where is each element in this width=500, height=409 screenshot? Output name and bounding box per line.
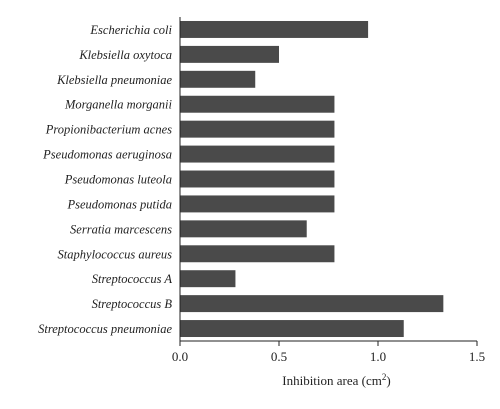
- x-ticks-group: 0.0 0.5 1.0 1.5: [172, 341, 485, 364]
- x-axis-label-main: Inhibition area (cm: [282, 373, 382, 388]
- category-label-10: Streptococcus A: [92, 272, 173, 286]
- x-axis-label-close: ): [386, 373, 390, 388]
- bar-1: [180, 45, 279, 63]
- category-label-5: Pseudomonas aeruginosa: [42, 148, 172, 162]
- category-label-6: Pseudomonas luteola: [64, 173, 172, 187]
- category-label-11: Streptococcus B: [92, 297, 173, 311]
- category-label-1: Klebsiella oxytoca: [78, 48, 172, 62]
- category-label-3: Morganella morganii: [64, 98, 173, 112]
- bar-5: [180, 145, 335, 163]
- bar-7: [180, 195, 335, 213]
- bar-3: [180, 95, 335, 113]
- category-label-8: Serratia marcescens: [70, 222, 172, 236]
- bar-9: [180, 245, 335, 263]
- x-tick-label-2: 1.0: [370, 349, 386, 364]
- bar-0: [180, 20, 369, 38]
- x-tick-label-1: 0.5: [271, 349, 287, 364]
- category-label-12: Streptococcus pneumoniae: [38, 322, 172, 336]
- bar-6: [180, 170, 335, 188]
- category-labels-group: Escherichia coli Klebsiella oxytoca Klebsi…: [38, 23, 172, 336]
- bar-4: [180, 120, 335, 138]
- bar-12: [180, 320, 404, 338]
- x-tick-label-0: 0.0: [172, 349, 188, 364]
- bar-11: [180, 295, 444, 313]
- category-label-4: Propionibacterium acnes: [45, 123, 172, 137]
- x-axis-label-superscript: 2: [382, 372, 387, 382]
- bars-group: [180, 20, 444, 338]
- category-label-0: Escherichia coli: [89, 23, 172, 37]
- bar-10: [180, 270, 236, 288]
- category-label-2: Klebsiella pneumoniae: [56, 73, 172, 87]
- bar-2: [180, 70, 256, 88]
- x-axis-label: Inhibition area (cm2): [282, 372, 390, 388]
- category-label-7: Pseudomonas putida: [66, 197, 172, 211]
- x-tick-label-3: 1.5: [469, 349, 485, 364]
- category-label-9: Staphylococcus aureus: [58, 247, 173, 261]
- bar-8: [180, 220, 307, 238]
